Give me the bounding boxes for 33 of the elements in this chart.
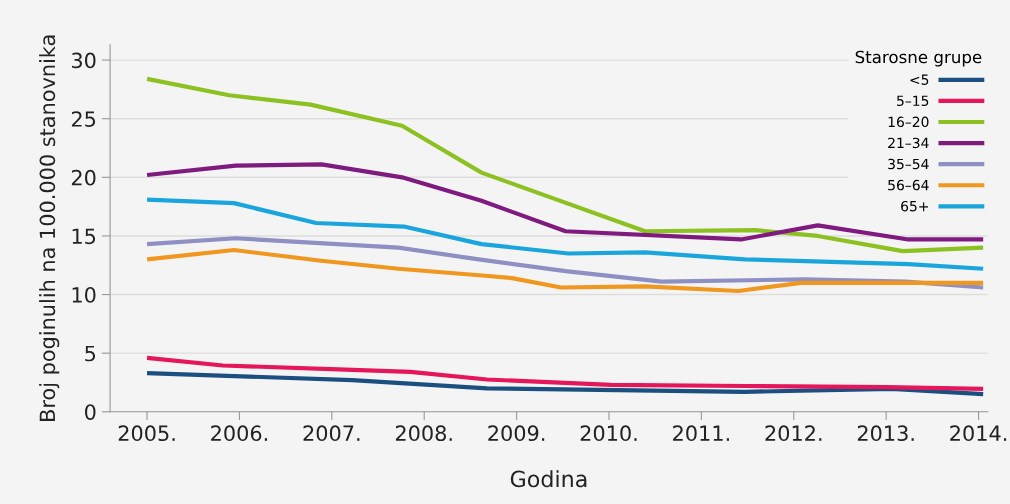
x-tick-label: 2014. xyxy=(950,425,1007,442)
y-tick-label: 5 xyxy=(85,345,96,362)
line-series xyxy=(144,197,986,271)
x-tick-label: 2007. xyxy=(303,425,360,442)
x-axis-title: Godina xyxy=(510,470,587,488)
legend-label: <5 xyxy=(910,74,929,85)
legend-label: 65+ xyxy=(901,200,928,212)
line-series xyxy=(144,236,986,290)
line-series xyxy=(144,370,986,397)
x-tick-label: 2010. xyxy=(580,425,637,442)
x-tick-label: 2005. xyxy=(118,425,175,442)
y-axis-title: Broj poginulih na 100.000 stanovnika xyxy=(39,35,60,421)
legend-label: 5–15 xyxy=(897,95,929,107)
x-tick-label: 2006. xyxy=(211,425,268,442)
line-series xyxy=(144,76,986,254)
y-tick-label: 20 xyxy=(71,169,96,186)
x-tick-label: 2013. xyxy=(857,425,914,442)
x-tick-label: 2011. xyxy=(673,425,729,442)
legend-label: 16–20 xyxy=(888,116,929,128)
x-tick-label: 2012. xyxy=(765,425,822,442)
y-tick-label: 15 xyxy=(72,228,96,245)
x-tick-label: 2009. xyxy=(488,425,545,442)
y-tick-label: 25 xyxy=(71,111,96,127)
x-tick-label: 2008. xyxy=(395,425,452,442)
legend-title: Starosne grupe xyxy=(855,50,982,67)
y-tick-label: 10 xyxy=(72,287,96,303)
line-series xyxy=(144,247,986,294)
legend-label: 56–64 xyxy=(888,179,929,191)
y-tick-label: 30 xyxy=(71,52,96,69)
legend-label: 35–54 xyxy=(888,158,929,170)
legend-label: 21–34 xyxy=(888,137,929,149)
y-tick-label: 0 xyxy=(85,404,96,420)
line-series xyxy=(144,355,986,391)
